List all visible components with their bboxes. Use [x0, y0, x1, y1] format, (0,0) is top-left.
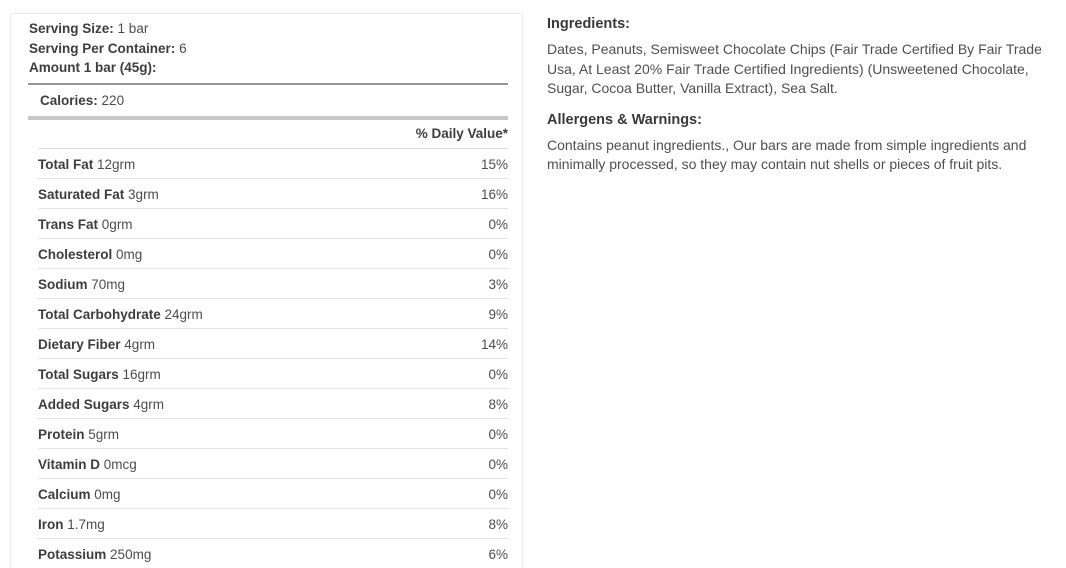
- nutrient-daily-value: 0%: [488, 456, 508, 472]
- nutrient-row-calcium: Calcium 0mg 0%: [38, 479, 508, 509]
- serving-size-label: Serving Size:: [29, 21, 114, 36]
- nutrient-daily-value: 16%: [480, 186, 508, 202]
- nutrient-row-trans-fat: Trans Fat 0grm 0%: [38, 209, 508, 239]
- nutrient-label: Cholesterol: [38, 246, 113, 262]
- nutrient-amount: 16grm: [122, 366, 161, 382]
- nutrient-amount: 70mg: [91, 276, 126, 292]
- ingredients-text: Dates, Peanuts, Semisweet Chocolate Chip…: [547, 41, 1042, 96]
- nutrient-daily-value: 14%: [480, 336, 508, 352]
- servings-per-container-label: Serving Per Container:: [29, 40, 176, 56]
- calories-line: Calories: 220: [28, 93, 508, 109]
- nutrient-daily-value: 8%: [488, 396, 508, 412]
- nutrient-row-sodium: Sodium 70mg 3%: [38, 269, 508, 299]
- serving-size-value: 1 bar: [117, 21, 149, 36]
- nutrient-label: Potassium: [38, 546, 107, 562]
- serving-size-line: Serving Size: 1 bar: [29, 19, 508, 39]
- servings-per-container-line: Serving Per Container: 6: [29, 39, 508, 59]
- nutrient-daily-value: 0%: [488, 366, 508, 382]
- nutrient-label: Dietary Fiber: [38, 336, 121, 352]
- nutrient-amount: 0mg: [94, 486, 121, 502]
- allergens-heading: Allergens & Warnings:: [547, 111, 702, 128]
- nutrient-label: Protein: [38, 426, 85, 442]
- allergens-text: Contains peanut ingredients., Our bars a…: [547, 136, 1027, 173]
- amount-line: Amount 1 bar (45g):: [29, 58, 508, 78]
- nutrient-amount: 4grm: [124, 336, 156, 352]
- nutrient-label: Saturated Fat: [38, 186, 125, 202]
- nutrient-amount: 1.7mg: [67, 516, 105, 532]
- nutrient-row-protein: Protein 5grm 0%: [38, 419, 508, 449]
- nutrient-row-vitamin-d: Vitamin D 0mcg 0%: [38, 449, 508, 479]
- nutrient-row-saturated-fat: Saturated Fat 3grm 16%: [38, 179, 508, 209]
- daily-value-header: % Daily Value*: [38, 120, 508, 149]
- nutrition-facts-panel: Serving Size: 1 bar Serving Per Containe…: [10, 13, 523, 568]
- nutrient-row-iron: Iron 1.7mg 8%: [38, 509, 508, 539]
- ingredients-heading: Ingredients:: [547, 16, 630, 32]
- nutrient-daily-value: 0%: [488, 426, 508, 442]
- nutrient-label: Sodium: [38, 276, 88, 292]
- nutrient-daily-value: 6%: [488, 546, 508, 562]
- nutrient-daily-value: 3%: [488, 276, 508, 292]
- product-details-column: Ingredients: Dates, Peanuts, Semisweet C…: [547, 0, 1050, 186]
- nutrient-row-added-sugars: Added Sugars 4grm 8%: [38, 389, 508, 419]
- nutrient-row-dietary-fiber: Dietary Fiber 4grm 14%: [38, 329, 508, 359]
- nutrient-row-potassium: Potassium 250mg 6%: [38, 539, 508, 568]
- nutrient-amount: 0mcg: [103, 456, 137, 472]
- nutrient-row-total-fat: Total Fat 12grm 15%: [38, 149, 508, 179]
- nutrient-label: Iron: [38, 516, 64, 532]
- nutrient-row-cholesterol: Cholesterol 0mg 0%: [38, 239, 508, 269]
- nutrient-label: Vitamin D: [38, 456, 101, 472]
- nutrient-label: Total Carbohydrate: [38, 306, 161, 322]
- nutrient-amount: 4grm: [133, 396, 165, 412]
- nutrient-label: Calcium: [38, 486, 91, 502]
- nutrient-daily-value: 0%: [488, 216, 508, 232]
- nutrient-amount: 250mg: [110, 546, 152, 562]
- nutrient-amount: 5grm: [88, 426, 120, 442]
- nutrient-label: Trans Fat: [38, 216, 99, 232]
- nutrient-row-total-sugars: Total Sugars 16grm 0%: [38, 359, 508, 389]
- nutrient-label: Total Fat: [38, 156, 94, 172]
- nutrient-amount: 24grm: [164, 306, 203, 322]
- servings-per-container-value: 6: [179, 40, 187, 56]
- calories-value: 220: [101, 92, 125, 108]
- amount-label: Amount 1 bar (45g):: [29, 60, 157, 75]
- calories-label: Calories:: [40, 92, 98, 108]
- nutrient-amount: 12grm: [97, 156, 136, 172]
- serving-info: Serving Size: 1 bar Serving Per Containe…: [28, 14, 508, 85]
- nutrient-amount: 0grm: [101, 216, 133, 232]
- nutrient-daily-value: 8%: [488, 516, 508, 532]
- nutrient-amount: 0mg: [116, 246, 143, 262]
- nutrient-label: Added Sugars: [38, 396, 130, 412]
- nutrient-amount: 3grm: [128, 186, 159, 202]
- nutrient-daily-value: 0%: [488, 486, 508, 502]
- calories-divider: [28, 115, 508, 120]
- nutrient-daily-value: 0%: [488, 246, 508, 262]
- nutrient-row-total-carbohydrate: Total Carbohydrate 24grm 9%: [38, 299, 508, 329]
- nutrient-label: Total Sugars: [38, 366, 119, 382]
- nutrient-daily-value: 15%: [480, 156, 508, 172]
- nutrient-daily-value: 9%: [488, 306, 508, 322]
